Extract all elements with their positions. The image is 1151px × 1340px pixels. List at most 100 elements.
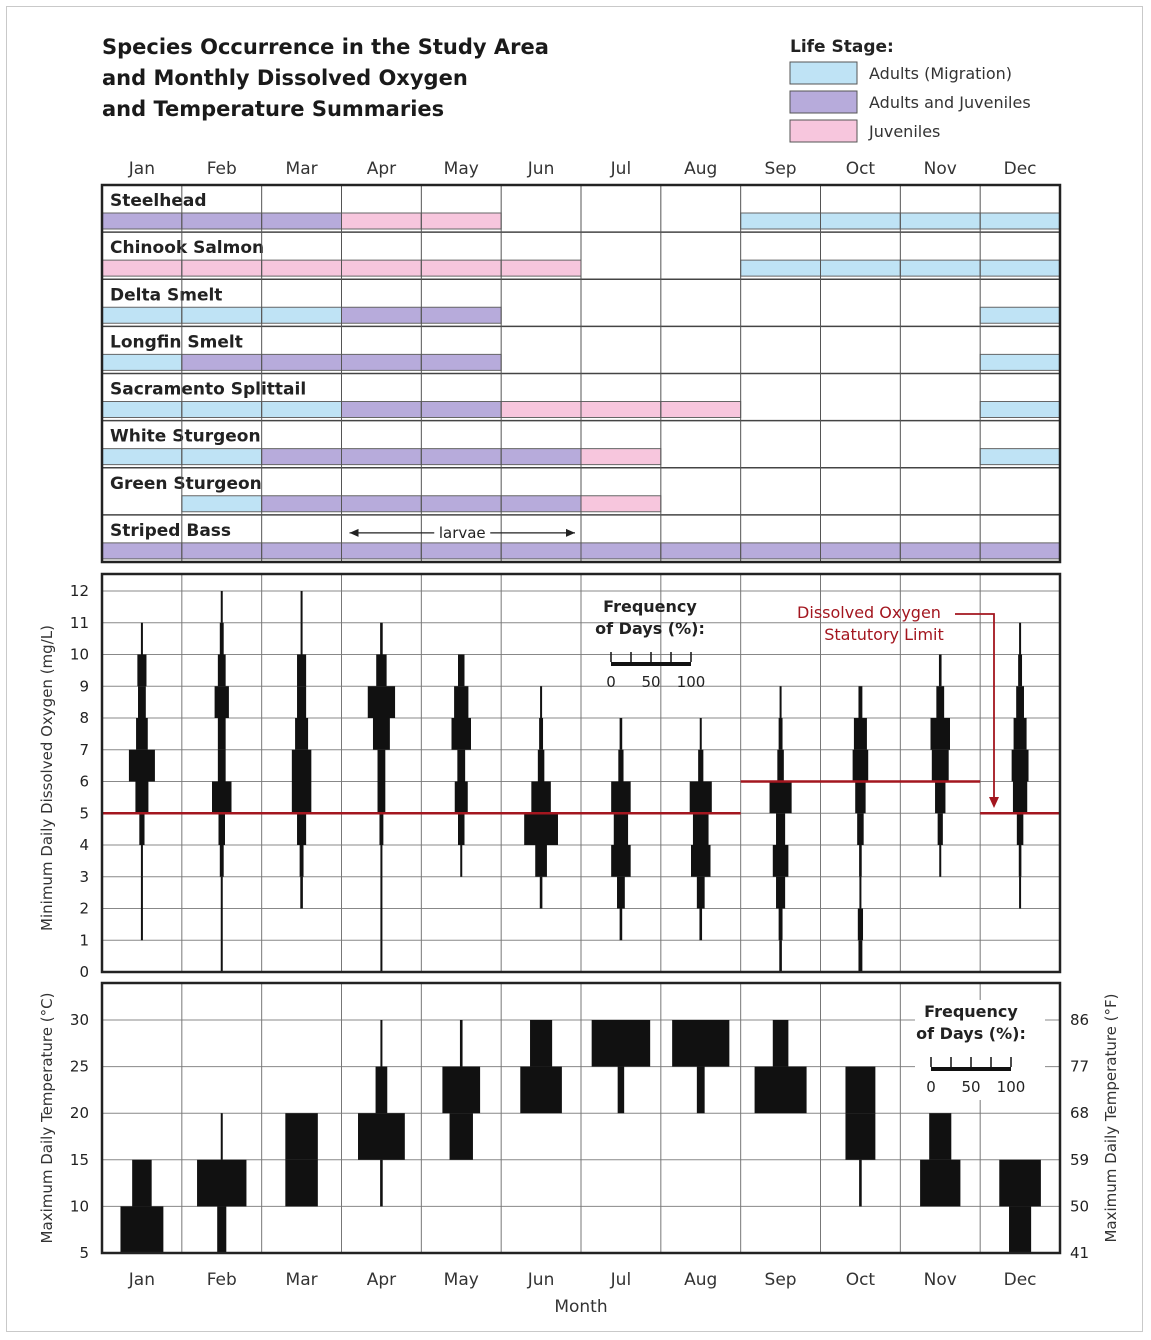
frequency-bar <box>139 813 145 845</box>
legend-swatch-adults_migration <box>789 61 858 85</box>
month-label-top: Oct <box>846 159 876 179</box>
species-name: White Sturgeon <box>110 427 261 447</box>
frequency-bar <box>214 686 229 718</box>
occurrence-bar <box>261 495 342 513</box>
frequency-bar <box>524 813 558 845</box>
frequency-bar <box>859 1159 862 1207</box>
y-tick-label: 5 <box>79 804 89 822</box>
frequency-bar <box>449 1113 473 1160</box>
legend-label-adults_juveniles: Adults and Juveniles <box>869 93 1031 112</box>
occurrence-table: Steelhead Chinook Salmon Delta Smelt Longfi… <box>100 183 1062 564</box>
occurrence-bar <box>181 306 263 324</box>
month-label-bottom: Dec <box>1004 1270 1037 1290</box>
occurrence-bar <box>261 212 342 230</box>
oxygen-y-axis-label: Minimum Daily Dissolved Oxygen (mg/L) <box>38 625 56 931</box>
frequency-bar <box>140 908 143 941</box>
occurrence-bar <box>261 306 342 324</box>
frequency-bar <box>457 749 466 782</box>
occurrence-bar <box>660 401 742 418</box>
frequency-bar <box>769 781 792 814</box>
occurrence-bar <box>420 353 502 371</box>
frequency-bar <box>931 749 949 782</box>
frequency-bar <box>217 1206 227 1253</box>
occurrence-bar <box>740 259 822 277</box>
frequency-bar <box>297 813 307 845</box>
month-label-top: Nov <box>924 159 957 179</box>
frequency-bar <box>138 686 146 718</box>
frequency-bar <box>852 749 869 782</box>
frequency-bar <box>619 718 623 750</box>
occurrence-bar <box>820 259 901 277</box>
frequency-scale-title: of Days (%): <box>595 619 705 638</box>
frequency-bar <box>857 908 864 941</box>
frequency-bar <box>699 908 703 941</box>
occurrence-bar <box>261 542 342 560</box>
frequency-bar <box>1018 845 1022 877</box>
occurrence-bar <box>660 542 742 560</box>
frequency-bar <box>1016 813 1024 845</box>
occurrence-bar <box>820 542 901 560</box>
frequency-bar <box>460 845 463 877</box>
frequency-bar <box>458 813 465 845</box>
frequency-bar <box>698 749 704 782</box>
occurrence-bar <box>500 259 582 277</box>
frequency-bar <box>377 781 386 814</box>
frequency-bar <box>219 845 224 877</box>
occurrence-bar <box>899 542 981 560</box>
occurrence-table-border <box>100 183 1062 564</box>
frequency-bar <box>372 718 390 750</box>
occurrence-bar <box>181 401 263 418</box>
species-name: Steelhead <box>110 191 207 211</box>
frequency-bar <box>935 781 946 814</box>
statutory-limit-arrowhead <box>989 797 999 808</box>
occurrence-bar <box>420 448 502 466</box>
month-label-top: Feb <box>207 159 237 179</box>
frequency-bar <box>380 876 383 909</box>
legend-swatch-juveniles <box>789 119 858 143</box>
month-label-top: Apr <box>367 159 396 179</box>
frequency-bar <box>617 1066 625 1114</box>
frequency-bar <box>380 622 383 655</box>
y-tick-label-right: 41 <box>1070 1244 1089 1262</box>
frequency-scale-label: 100 <box>677 673 706 691</box>
occurrence-bar <box>101 542 183 560</box>
frequency-bar <box>197 1159 247 1207</box>
frequency-bar <box>285 1113 318 1160</box>
occurrence-bar <box>979 306 1061 324</box>
occurrence-bar <box>899 259 981 277</box>
species-name: Green Sturgeon <box>110 474 262 494</box>
frequency-bar <box>380 845 383 877</box>
y-tick-label-left: 15 <box>70 1151 89 1169</box>
frequency-bar <box>699 718 702 750</box>
y-tick-label-left: 25 <box>70 1058 89 1076</box>
y-tick-label: 1 <box>79 931 89 949</box>
occurrence-bar <box>420 401 502 418</box>
frequency-scale-bar <box>931 1067 1011 1071</box>
y-tick-label: 12 <box>70 582 89 600</box>
frequency-bar <box>858 940 863 972</box>
month-label-bottom: Oct <box>846 1270 876 1290</box>
occurrence-bar <box>181 353 263 371</box>
y-tick-label-right: 77 <box>1070 1058 1089 1076</box>
frequency-bar <box>379 813 384 845</box>
frequency-scale-bar <box>611 662 691 666</box>
frequency-bar <box>537 749 545 782</box>
frequency-bar <box>300 622 303 655</box>
frequency-bar <box>591 1020 651 1067</box>
frequency-bar <box>380 1159 383 1207</box>
legend-swatch-adults_juveniles <box>789 90 858 114</box>
occurrence-bar <box>341 542 422 560</box>
occurrence-bar <box>181 448 263 466</box>
frequency-bar <box>929 1113 952 1160</box>
frequency-scale-background <box>915 1000 1045 1100</box>
occurrence-bar <box>101 401 183 418</box>
y-tick-label-right: 50 <box>1070 1197 1089 1215</box>
frequency-bar <box>938 654 942 687</box>
frequency-bar <box>778 718 783 750</box>
frequency-bar <box>855 781 866 814</box>
occurrence-bar <box>420 212 502 230</box>
frequency-bar <box>140 622 143 655</box>
frequency-scale-title: Frequency <box>603 597 697 616</box>
frequency-bar <box>930 718 950 750</box>
